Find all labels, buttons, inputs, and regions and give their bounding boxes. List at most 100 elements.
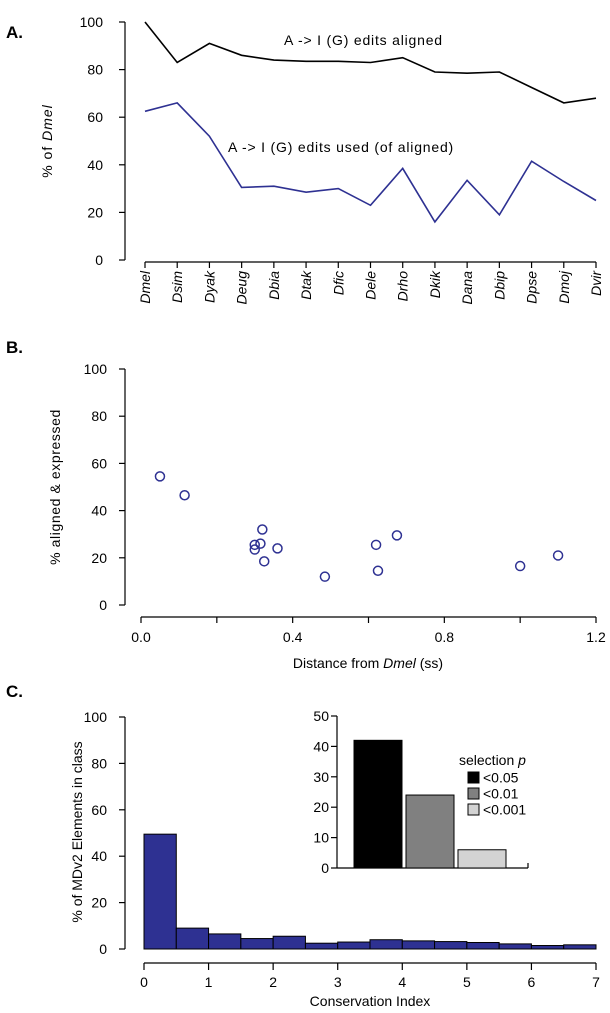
histogram-bar bbox=[498, 943, 532, 950]
panel-c-x-ticks: 0 1 2 3 4 5 6 7 bbox=[140, 963, 600, 990]
panel-a-x-ticks: Dmel Dsim Dyak Deug Dbia Dtak Dfic Dele Drho Dkik… bbox=[137, 262, 604, 304]
inset-y-ticks: 0 10 20 30 40 50 bbox=[313, 708, 337, 876]
panel-a-x-tick-label: Dfic bbox=[330, 271, 346, 295]
panel-b-y-label: % aligned & expressed bbox=[47, 409, 63, 565]
panel-b-letter: B. bbox=[6, 338, 23, 357]
panel-a-y-tick-label: 20 bbox=[87, 204, 103, 220]
panel-a-x-tick-label: Dkik bbox=[427, 270, 443, 298]
scatter-point bbox=[370, 539, 382, 551]
scatter-point bbox=[319, 571, 331, 582]
histogram-bar bbox=[337, 941, 371, 950]
panel-c-y-tick-label: 80 bbox=[91, 755, 107, 771]
panel-b-y-tick-label: 100 bbox=[84, 361, 108, 377]
panel-a-y-tick-label: 60 bbox=[87, 109, 103, 125]
scatter-point bbox=[255, 538, 266, 549]
panel-b-y-tick-label: 60 bbox=[91, 455, 107, 471]
panel-c-x-tick-label: 6 bbox=[528, 974, 536, 990]
panel-c-y-tick-label: 100 bbox=[84, 709, 108, 725]
inset-y-tick-label: 30 bbox=[313, 769, 329, 785]
panel-a-y-ticks: 0 20 40 60 80 100 bbox=[80, 14, 125, 268]
panel-b-x-label: Distance from Dmel (ss) bbox=[293, 655, 443, 671]
inset-legend-label: <0.01 bbox=[483, 786, 519, 802]
panel-c-bars bbox=[143, 833, 597, 950]
scatter-point bbox=[391, 530, 403, 541]
panel-b-y-tick-label: 40 bbox=[91, 503, 107, 519]
panel-a-y-tick-label: 100 bbox=[80, 14, 104, 30]
panel-a: A. 0 20 40 60 80 100 Dmel Dsim Dyak Deug Dbia Dtak… bbox=[6, 14, 604, 304]
panel-a-x-tick-label: Dvir bbox=[588, 270, 604, 296]
panel-a-x-tick-label: Dpse bbox=[524, 271, 540, 304]
panel-c-x-tick-label: 4 bbox=[398, 974, 406, 990]
panel-c-x-tick-label: 2 bbox=[269, 974, 277, 990]
histogram-bar bbox=[530, 945, 565, 950]
inset-y-tick-label: 50 bbox=[313, 708, 329, 724]
panel-a-x-tick-label: Dbia bbox=[266, 271, 282, 300]
panel-c-y-tick-label: 20 bbox=[91, 895, 107, 911]
inset-chart: 0 10 20 30 40 50 selection p <0.05<0.01<0.001 bbox=[313, 708, 529, 876]
panel-a-x-tick-label: Deug bbox=[234, 271, 250, 305]
panel-b-x-tick-label: 0.8 bbox=[435, 629, 455, 645]
histogram-bar bbox=[401, 940, 436, 950]
panel-a-y-label: % of Dmel bbox=[39, 104, 55, 178]
panel-c-x-tick-label: 5 bbox=[463, 974, 471, 990]
scatter-point bbox=[179, 490, 190, 501]
scatter-point bbox=[372, 565, 384, 577]
panel-b-x-ticks: 0.0 0.4 0.8 1.2 bbox=[131, 617, 606, 645]
inset-y-tick-label: 20 bbox=[313, 799, 329, 815]
inset-legend-label: <0.05 bbox=[483, 770, 519, 786]
series-line-used bbox=[144, 102, 597, 224]
scatter-point bbox=[258, 556, 270, 567]
histogram-bar bbox=[143, 833, 177, 950]
inset-legend-swatch bbox=[467, 771, 480, 784]
histogram-bar bbox=[240, 938, 274, 950]
panel-a-y-tick-label: 80 bbox=[87, 62, 103, 78]
panel-c-x-tick-label: 7 bbox=[592, 974, 600, 990]
panel-c-x-label: Conservation Index bbox=[310, 993, 431, 1009]
histogram-bar bbox=[208, 933, 242, 950]
series-label-used: A -> I (G) edits used (of aligned) bbox=[228, 139, 454, 155]
panel-b-y-ticks: 0 20 40 60 80 100 bbox=[84, 361, 125, 613]
panel-b-x-tick-label: 1.2 bbox=[586, 629, 606, 645]
panel-c-x-tick-label: 3 bbox=[334, 974, 342, 990]
scatter-point bbox=[552, 550, 564, 561]
panel-a-y-tick-label: 0 bbox=[95, 252, 103, 268]
scatter-point bbox=[514, 560, 526, 572]
scatter-point bbox=[272, 543, 283, 554]
inset-bars bbox=[353, 739, 507, 869]
inset-y-tick-label: 10 bbox=[313, 830, 329, 846]
histogram-bar bbox=[304, 942, 339, 950]
panel-a-x-tick-label: Dtak bbox=[298, 270, 314, 300]
panel-b-x-tick-label: 0.0 bbox=[131, 629, 151, 645]
inset-bar bbox=[353, 739, 403, 869]
inset-legend: <0.05<0.01<0.001 bbox=[467, 770, 526, 818]
inset-bar bbox=[405, 794, 455, 869]
panel-a-x-tick-label: Dbip bbox=[491, 271, 507, 300]
inset-legend-swatch bbox=[467, 803, 480, 816]
series-label-aligned: A -> I (G) edits aligned bbox=[284, 32, 443, 48]
panel-c-x-tick-label: 0 bbox=[140, 974, 148, 990]
histogram-bar bbox=[563, 944, 597, 950]
panel-a-letter: A. bbox=[6, 23, 23, 42]
scatter-point bbox=[249, 544, 260, 555]
scatter-point bbox=[257, 524, 268, 535]
panel-b-points bbox=[154, 471, 564, 582]
series-line-aligned bbox=[144, 21, 597, 104]
scatter-point bbox=[154, 471, 166, 482]
panel-c-y-ticks: 0 20 40 60 80 100 bbox=[84, 709, 125, 957]
panel-a-x-tick-label: Dele bbox=[363, 271, 379, 300]
panel-b-y-tick-label: 20 bbox=[91, 550, 107, 566]
panel-c-y-label: % of MDv2 Elements in class bbox=[69, 741, 85, 922]
inset-legend-swatch bbox=[467, 787, 480, 800]
histogram-bar bbox=[369, 939, 403, 950]
panel-c-y-tick-label: 0 bbox=[99, 941, 107, 957]
panel-a-x-tick-label: Dyak bbox=[201, 270, 217, 303]
histogram-bar bbox=[175, 927, 210, 950]
panel-a-x-tick-label: Drho bbox=[395, 271, 411, 302]
panel-b-y-tick-label: 80 bbox=[91, 408, 107, 424]
inset-bar bbox=[457, 849, 507, 869]
panel-a-x-tick-label: Dana bbox=[459, 271, 475, 305]
scatter-point bbox=[249, 539, 260, 551]
panel-c-y-tick-label: 60 bbox=[91, 802, 107, 818]
